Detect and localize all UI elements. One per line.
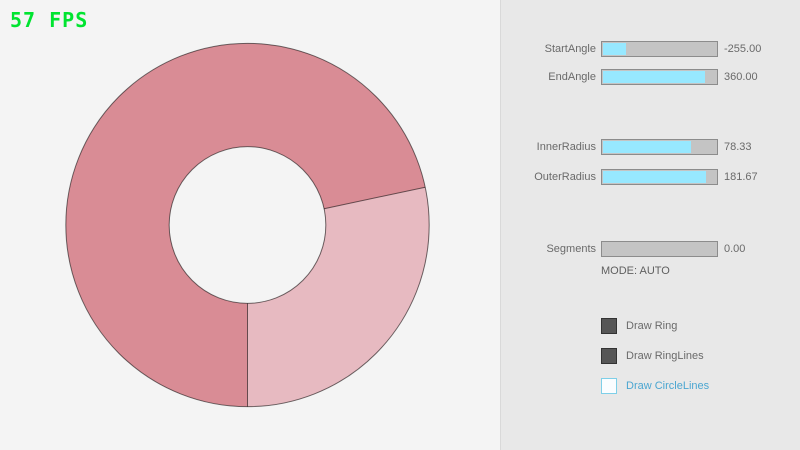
outer-radius-slider-fill: [603, 171, 706, 183]
draw-circle-lines-checkbox[interactable]: [601, 378, 617, 394]
ring-drawing-canvas: [65, 42, 430, 408]
segments-label: Segments: [546, 243, 596, 255]
inner-radius-label: InnerRadius: [536, 141, 596, 153]
segments-value: 0.00: [724, 243, 746, 255]
ring-sector-light: [247, 187, 430, 407]
checkbox-draw-ring[interactable]: Draw Ring: [601, 317, 677, 335]
draw-circle-lines-label: Draw CircleLines: [626, 380, 710, 392]
slider-row-segments: Segments 0.00: [501, 241, 800, 257]
ring-inner-circle-line: [168, 146, 327, 304]
control-panel: StartAngle -255.00 EndAngle 360.00 Inner…: [500, 0, 800, 450]
outer-radius-label: OuterRadius: [534, 171, 596, 183]
start-angle-label: StartAngle: [544, 43, 596, 55]
ring-outlines: [65, 42, 430, 408]
inner-radius-value: 78.33: [724, 141, 752, 153]
start-angle-slider[interactable]: [601, 41, 718, 57]
inner-radius-slider-fill: [603, 141, 691, 153]
draw-ring-lines-checkbox[interactable]: [601, 348, 617, 364]
start-angle-value: -255.00: [724, 43, 762, 55]
fps-counter: 57 FPS: [10, 8, 89, 32]
slider-row-end-angle: EndAngle 360.00: [501, 69, 800, 85]
end-angle-value: 360.00: [724, 71, 758, 83]
ring-end-line-right: [323, 186, 426, 210]
slider-row-start-angle: StartAngle -255.00: [501, 41, 800, 57]
outer-radius-value: 181.67: [724, 171, 758, 183]
draw-ring-lines-label: Draw RingLines: [626, 350, 704, 362]
slider-row-outer-radius: OuterRadius 181.67: [501, 169, 800, 185]
start-angle-slider-fill: [603, 43, 627, 55]
draw-ring-label: Draw Ring: [626, 320, 678, 332]
checkbox-draw-ring-lines[interactable]: Draw RingLines: [601, 347, 704, 365]
slider-row-inner-radius: InnerRadius 78.33: [501, 139, 800, 155]
segments-slider[interactable]: [601, 241, 718, 257]
inner-radius-slider[interactable]: [601, 139, 718, 155]
checkbox-draw-circle-lines[interactable]: Draw CircleLines: [601, 377, 709, 395]
end-angle-label: EndAngle: [548, 71, 596, 83]
end-angle-slider[interactable]: [601, 69, 718, 85]
outer-radius-slider[interactable]: [601, 169, 718, 185]
end-angle-slider-fill: [603, 71, 705, 83]
draw-ring-checkbox[interactable]: [601, 318, 617, 334]
segments-mode-text: MODE: AUTO: [601, 265, 670, 277]
